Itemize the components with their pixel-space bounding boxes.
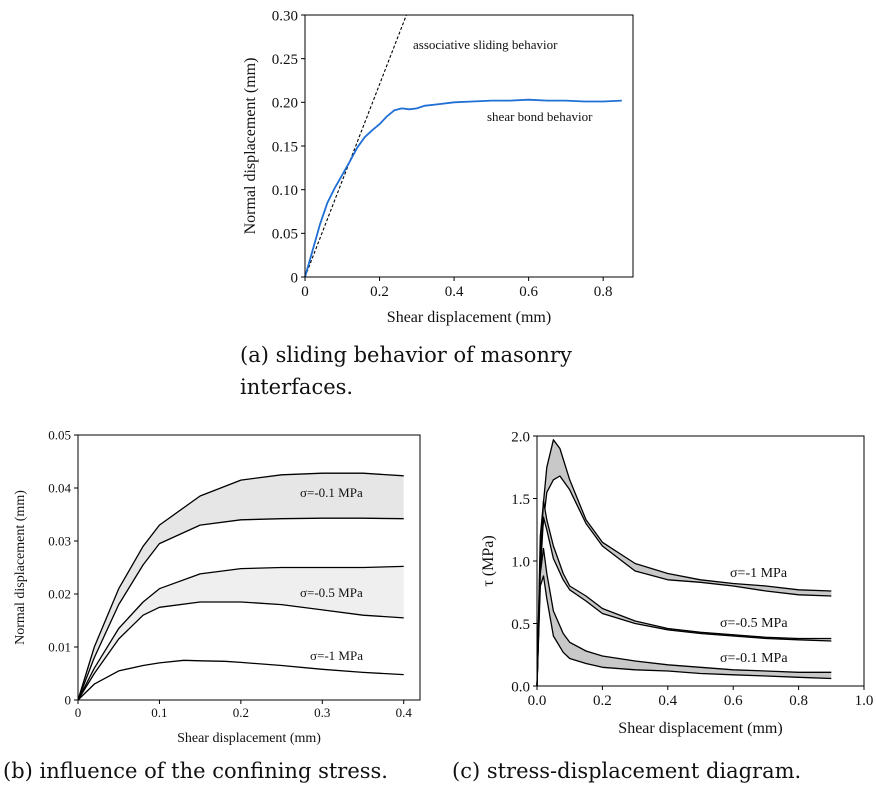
x-tick-label-a-2: 0.4 <box>445 284 464 300</box>
y-tick-label-a-0: 0 <box>291 270 299 286</box>
band-upper-line-c-2 <box>536 547 832 687</box>
chart-b: 0 0.1 0.2 0.3 0.4 0 0.01 0.02 0.03 0.04 0.05 Shear … <box>13 428 421 746</box>
x-axis-label-b: Shear displacement (mm) <box>177 731 321 746</box>
band-fill-b-1 <box>78 566 404 700</box>
annotation-b-0: σ=-0.1 MPa <box>300 485 363 500</box>
y-axis-label-b: Normal displacement (mm) <box>13 490 28 645</box>
x-tick-label-b-2: 0.2 <box>233 705 249 720</box>
x-tick-label-a-3: 0.6 <box>519 284 538 300</box>
annotation-a-1: shear bond behavior <box>487 109 593 124</box>
y-tick-label-a-2: 0.10 <box>272 183 298 199</box>
y-axis-label-c: τ (MPa) <box>480 535 497 586</box>
y-tick-label-a-5: 0.25 <box>272 52 298 68</box>
x-tick-label-b-3: 0.3 <box>314 705 330 720</box>
chart-a: 0 0.2 0.4 0.6 0.8 0 0.05 0.10 0.15 0.20 0.25 0.30 Sh… <box>242 8 634 326</box>
plot-frame-a <box>304 14 634 278</box>
band-lower-line-c-0 <box>536 475 832 687</box>
x-tick-label-c-0: 0.0 <box>528 693 547 709</box>
x-tick-label-b-1: 0.1 <box>151 705 167 720</box>
y-tick-label-b-3: 0.03 <box>48 534 71 549</box>
band-lower-line-c-1 <box>536 516 832 687</box>
x-tick-label-b-0: 0 <box>75 705 82 720</box>
annotation-a-0: associative sliding behavior <box>413 37 558 52</box>
band-lower-line-b-0 <box>77 517 404 701</box>
y-tick-label-a-6: 0.30 <box>272 8 298 24</box>
band-fill-b-0 <box>78 473 404 700</box>
y-tick-label-c-1: 0.5 <box>511 617 530 633</box>
y-tick-label-a-3: 0.15 <box>272 139 298 155</box>
x-axis-label-a: Shear displacement (mm) <box>387 309 551 326</box>
y-tick-label-b-5: 0.05 <box>48 428 71 443</box>
x-tick-label-a-0: 0 <box>301 284 309 300</box>
series-line-b-0 <box>77 659 404 701</box>
series-a-1 <box>304 98 622 278</box>
x-tick-label-c-4: 0.8 <box>789 693 808 709</box>
y-tick-label-a-1: 0.05 <box>272 227 298 243</box>
annotation-b-1: σ=-0.5 MPa <box>300 585 363 600</box>
annotation-c-1: σ=-0.5 MPa <box>720 616 788 631</box>
caption-c: (c) stress-displacement diagram. <box>452 759 801 783</box>
x-tick-label-a-1: 0.2 <box>370 284 389 300</box>
y-tick-label-a-4: 0.20 <box>272 96 298 112</box>
chart-c: 0.0 0.2 0.4 0.6 0.8 1.0 0.0 0.5 1.0 1.5 2.0 Shear d… <box>480 429 873 737</box>
x-tick-label-b-4: 0.4 <box>396 705 413 720</box>
y-tick-label-b-0: 0 <box>65 693 72 708</box>
y-tick-label-c-3: 1.5 <box>511 492 530 508</box>
caption-a-line2: interfaces. <box>240 375 353 399</box>
band-lower-line-c-2 <box>536 575 832 687</box>
annotation-c-0: σ=-1 MPa <box>730 566 788 581</box>
y-tick-label-c-0: 0.0 <box>511 679 530 695</box>
annotation-b-2: σ=-1 MPa <box>310 648 363 663</box>
band-upper-line-b-1 <box>77 565 404 701</box>
plot-frame-c <box>536 435 865 687</box>
band-upper-line-c-1 <box>536 500 832 687</box>
y-axis-label-a: Normal displacement (mm) <box>242 58 259 235</box>
annotation-c-2: σ=-0.1 MPa <box>720 651 788 666</box>
x-tick-label-a-4: 0.8 <box>594 284 613 300</box>
caption-a-line1: (a) sliding behavior of masonry <box>240 343 572 367</box>
series-a-0 <box>304 14 407 278</box>
x-axis-label-c: Shear displacement (mm) <box>618 720 782 737</box>
y-tick-label-b-4: 0.04 <box>48 481 71 496</box>
x-tick-label-c-5: 1.0 <box>855 693 874 709</box>
x-tick-label-c-2: 0.4 <box>658 693 677 709</box>
band-lower-line-b-1 <box>77 601 404 701</box>
x-tick-label-c-3: 0.6 <box>724 693 743 709</box>
x-tick-label-c-1: 0.2 <box>593 693 612 709</box>
band-upper-line-b-0 <box>77 472 404 701</box>
plot-frame-b <box>77 434 421 701</box>
y-tick-label-c-4: 2.0 <box>511 429 530 445</box>
y-tick-label-c-2: 1.0 <box>511 554 530 570</box>
caption-b: (b) influence of the confining stress. <box>3 759 388 783</box>
band-upper-line-c-0 <box>536 439 832 687</box>
y-tick-label-b-1: 0.01 <box>48 640 71 655</box>
y-tick-label-b-2: 0.02 <box>48 587 71 602</box>
